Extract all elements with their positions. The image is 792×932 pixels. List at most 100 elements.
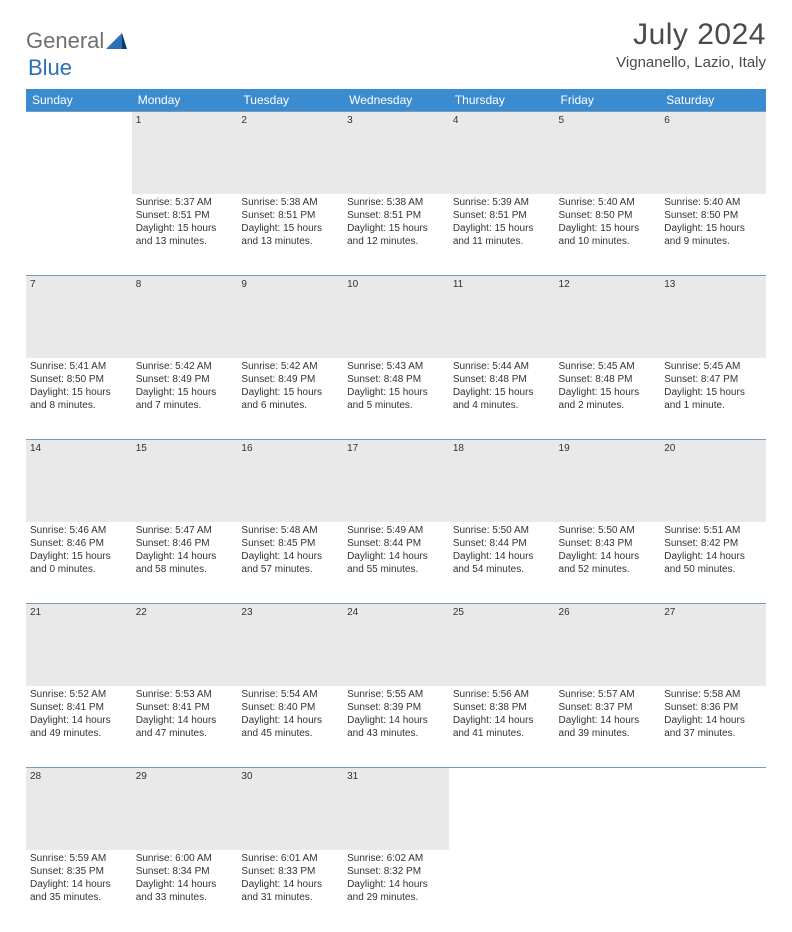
daylight-text: Daylight: 15 hours — [347, 386, 445, 399]
daynum-cell: 10 — [343, 276, 449, 358]
sunrise-text: Sunrise: 5:47 AM — [136, 524, 234, 537]
daylight-text: and 5 minutes. — [347, 399, 445, 412]
daynum-cell: 26 — [555, 604, 661, 686]
sunset-text: Sunset: 8:37 PM — [559, 701, 657, 714]
daylight-text: Daylight: 14 hours — [30, 878, 128, 891]
day-cell: Sunrise: 5:50 AMSunset: 8:43 PMDaylight:… — [555, 522, 661, 604]
day-cell: Sunrise: 5:44 AMSunset: 8:48 PMDaylight:… — [449, 358, 555, 440]
daylight-text: Daylight: 14 hours — [664, 550, 762, 563]
sunset-text: Sunset: 8:50 PM — [664, 209, 762, 222]
detail-row: Sunrise: 5:52 AMSunset: 8:41 PMDaylight:… — [26, 686, 766, 768]
day-cell: Sunrise: 5:39 AMSunset: 8:51 PMDaylight:… — [449, 194, 555, 276]
month-title: July 2024 — [616, 18, 766, 52]
daynum-cell: 17 — [343, 440, 449, 522]
daynum-cell: 29 — [132, 768, 238, 850]
day-cell: Sunrise: 5:53 AMSunset: 8:41 PMDaylight:… — [132, 686, 238, 768]
daylight-text: and 43 minutes. — [347, 727, 445, 740]
daynum-cell: 2 — [237, 112, 343, 194]
logo-sail-icon — [106, 31, 128, 51]
sunset-text: Sunset: 8:50 PM — [30, 373, 128, 386]
sunrise-text: Sunrise: 5:58 AM — [664, 688, 762, 701]
daylight-text: and 13 minutes. — [241, 235, 339, 248]
daylight-text: and 9 minutes. — [664, 235, 762, 248]
day-cell: Sunrise: 5:58 AMSunset: 8:36 PMDaylight:… — [660, 686, 766, 768]
day-cell: Sunrise: 5:56 AMSunset: 8:38 PMDaylight:… — [449, 686, 555, 768]
daynum-cell: 25 — [449, 604, 555, 686]
sunrise-text: Sunrise: 5:53 AM — [136, 688, 234, 701]
daynum-cell: 21 — [26, 604, 132, 686]
sunrise-text: Sunrise: 5:46 AM — [30, 524, 128, 537]
daylight-text: and 50 minutes. — [664, 563, 762, 576]
daylight-text: Daylight: 14 hours — [453, 714, 551, 727]
day-cell: Sunrise: 5:45 AMSunset: 8:48 PMDaylight:… — [555, 358, 661, 440]
daylight-text: and 10 minutes. — [559, 235, 657, 248]
calendar-header-row: Sunday Monday Tuesday Wednesday Thursday… — [26, 89, 766, 112]
day-cell: Sunrise: 5:43 AMSunset: 8:48 PMDaylight:… — [343, 358, 449, 440]
daylight-text: and 57 minutes. — [241, 563, 339, 576]
daylight-text: and 55 minutes. — [347, 563, 445, 576]
daylight-text: Daylight: 14 hours — [241, 550, 339, 563]
sunset-text: Sunset: 8:44 PM — [347, 537, 445, 550]
sunset-text: Sunset: 8:51 PM — [453, 209, 551, 222]
daynum-cell: 19 — [555, 440, 661, 522]
daynum-row: 21222324252627 — [26, 604, 766, 686]
sunset-text: Sunset: 8:49 PM — [136, 373, 234, 386]
daynum-row: 123456 — [26, 112, 766, 194]
sunset-text: Sunset: 8:46 PM — [30, 537, 128, 550]
sunset-text: Sunset: 8:35 PM — [30, 865, 128, 878]
day-cell: Sunrise: 5:46 AMSunset: 8:46 PMDaylight:… — [26, 522, 132, 604]
daylight-text: Daylight: 15 hours — [559, 386, 657, 399]
sunset-text: Sunset: 8:32 PM — [347, 865, 445, 878]
day-cell: Sunrise: 5:41 AMSunset: 8:50 PMDaylight:… — [26, 358, 132, 440]
daylight-text: and 1 minute. — [664, 399, 762, 412]
daylight-text: Daylight: 15 hours — [136, 222, 234, 235]
day-cell: Sunrise: 6:02 AMSunset: 8:32 PMDaylight:… — [343, 850, 449, 932]
day-cell: Sunrise: 5:49 AMSunset: 8:44 PMDaylight:… — [343, 522, 449, 604]
day-cell: Sunrise: 5:59 AMSunset: 8:35 PMDaylight:… — [26, 850, 132, 932]
daynum-row: 14151617181920 — [26, 440, 766, 522]
day-cell: Sunrise: 5:48 AMSunset: 8:45 PMDaylight:… — [237, 522, 343, 604]
sunrise-text: Sunrise: 5:45 AM — [664, 360, 762, 373]
day-cell: Sunrise: 5:42 AMSunset: 8:49 PMDaylight:… — [237, 358, 343, 440]
daylight-text: and 37 minutes. — [664, 727, 762, 740]
detail-row: Sunrise: 5:41 AMSunset: 8:50 PMDaylight:… — [26, 358, 766, 440]
daylight-text: and 6 minutes. — [241, 399, 339, 412]
daylight-text: and 12 minutes. — [347, 235, 445, 248]
sunset-text: Sunset: 8:39 PM — [347, 701, 445, 714]
daynum-cell — [555, 768, 661, 850]
daylight-text: Daylight: 14 hours — [136, 878, 234, 891]
daylight-text: and 7 minutes. — [136, 399, 234, 412]
daynum-cell: 28 — [26, 768, 132, 850]
daylight-text: Daylight: 15 hours — [559, 222, 657, 235]
sunset-text: Sunset: 8:43 PM — [559, 537, 657, 550]
day-cell: Sunrise: 6:00 AMSunset: 8:34 PMDaylight:… — [132, 850, 238, 932]
sunrise-text: Sunrise: 5:39 AM — [453, 196, 551, 209]
sunrise-text: Sunrise: 5:45 AM — [559, 360, 657, 373]
detail-row: Sunrise: 5:46 AMSunset: 8:46 PM Daylight:… — [26, 522, 766, 604]
sunrise-text: Sunrise: 6:00 AM — [136, 852, 234, 865]
daylight-text: and 39 minutes. — [559, 727, 657, 740]
sunset-text: Sunset: 8:51 PM — [347, 209, 445, 222]
sunrise-text: Sunrise: 5:50 AM — [559, 524, 657, 537]
calendar-body: 123456Sunrise: 5:37 AMSunset: 8:51 PMDay… — [26, 112, 766, 932]
sunset-text: Sunset: 8:49 PM — [241, 373, 339, 386]
day-cell: Sunrise: 5:47 AMSunset: 8:46 PMDaylight:… — [132, 522, 238, 604]
daylight-text: and 58 minutes. — [136, 563, 234, 576]
daynum-cell: 31 — [343, 768, 449, 850]
day-cell: Sunrise: 5:42 AMSunset: 8:49 PMDaylight:… — [132, 358, 238, 440]
weekday-header: Monday — [132, 89, 238, 112]
daynum-cell: 11 — [449, 276, 555, 358]
sunset-text: Sunset: 8:50 PM — [559, 209, 657, 222]
sunrise-text: Sunrise: 5:40 AM — [664, 196, 762, 209]
daylight-text: Daylight: 15 hours — [453, 222, 551, 235]
day-cell: Sunrise: 5:37 AMSunset: 8:51 PMDaylight:… — [132, 194, 238, 276]
logo-word-1: General — [26, 28, 104, 54]
daylight-text: and 47 minutes. — [136, 727, 234, 740]
daylight-text: Daylight: 14 hours — [136, 550, 234, 563]
daynum-row: 28293031 — [26, 768, 766, 850]
sunrise-text: Sunrise: 5:52 AM — [30, 688, 128, 701]
daylight-text: and 11 minutes. — [453, 235, 551, 248]
daylight-text: Daylight: 15 hours — [136, 386, 234, 399]
day-cell: Sunrise: 5:38 AMSunset: 8:51 PMDaylight:… — [237, 194, 343, 276]
daylight-text: Daylight: 14 hours — [136, 714, 234, 727]
